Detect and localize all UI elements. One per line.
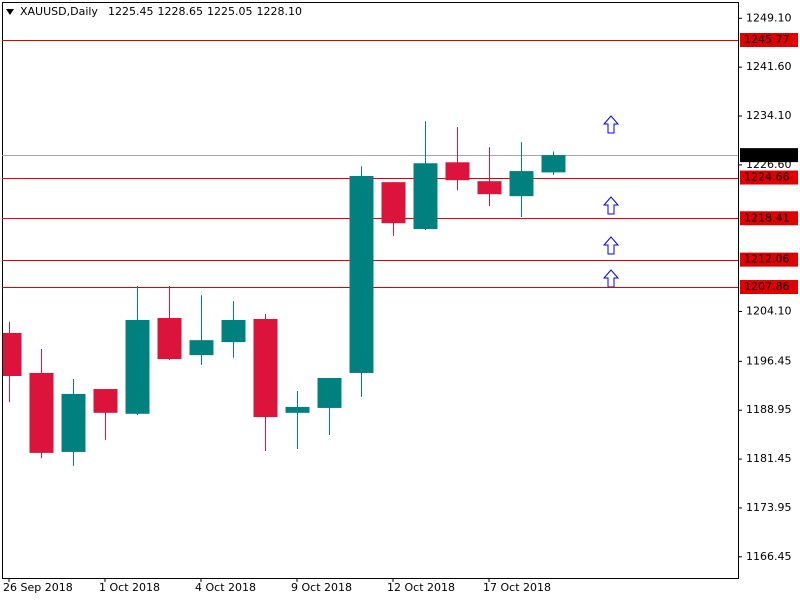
x-tick-label: 9 Oct 2018 <box>291 581 352 594</box>
level-label-box <box>740 170 798 185</box>
level-label-box <box>740 211 798 226</box>
level-label: 1207.86 <box>744 280 790 293</box>
header-value: 1228.65 <box>157 5 203 18</box>
level-label: 1245.77 <box>744 33 790 46</box>
up-arrow <box>602 236 620 255</box>
candle-body <box>477 181 502 195</box>
menu-triangle <box>6 9 14 15</box>
candle-body <box>29 372 54 453</box>
current-price-label: 1228.10 <box>744 148 790 161</box>
candle-body <box>445 162 470 181</box>
candle-body <box>93 389 118 413</box>
y-tick-label: 1234.10 <box>746 109 792 122</box>
candle-body <box>509 171 534 197</box>
header-value: 1228.10 <box>256 5 302 18</box>
level-label: 1224.66 <box>744 171 790 184</box>
y-tick-label: 1196.45 <box>746 354 792 367</box>
candle-body <box>189 340 214 356</box>
candle-body <box>61 393 86 452</box>
x-tick-label: 1 Oct 2018 <box>99 581 160 594</box>
candle-body <box>125 319 150 414</box>
level-label: 1218.41 <box>744 211 790 224</box>
y-tick-label: 1188.95 <box>746 403 792 416</box>
y-tick-label: 1181.45 <box>746 452 792 465</box>
y-tick-label: 1204.10 <box>746 305 792 318</box>
x-tick-label: 12 Oct 2018 <box>387 581 455 594</box>
candles <box>3 121 566 466</box>
x-tick-label: 26 Sep 2018 <box>3 581 73 594</box>
level-label-box <box>740 252 798 267</box>
level-label-box <box>740 32 798 47</box>
y-tick-label: 1249.10 <box>746 11 792 24</box>
candle-body <box>157 318 182 360</box>
candle-body <box>221 319 246 343</box>
symbol: XAUUSD,Daily <box>20 5 98 18</box>
candle-body <box>253 318 278 418</box>
x-tick-label: 4 Oct 2018 <box>195 581 256 594</box>
x-tick-label: 17 Oct 2018 <box>483 581 551 594</box>
current-price-box <box>740 148 798 163</box>
level-label-box <box>740 280 798 295</box>
candle-body <box>349 175 374 373</box>
plot-frame <box>2 2 739 579</box>
chart-header: XAUUSD,Daily 1225.45 1228.65 1225.05 1228.10 <box>20 5 302 18</box>
header-value: 1225.05 <box>207 5 253 18</box>
candle-body <box>541 155 566 173</box>
candle-body <box>3 333 22 377</box>
level-label: 1212.06 <box>744 253 790 266</box>
up-arrow <box>602 115 620 134</box>
y-tick-label: 1173.95 <box>746 501 792 514</box>
up-arrow <box>602 196 620 215</box>
candle-body <box>413 163 438 230</box>
y-tick-label: 1241.60 <box>746 60 792 73</box>
header-value: 1225.45 <box>108 5 154 18</box>
candle-body <box>381 182 406 224</box>
y-tick-label: 1166.45 <box>746 550 792 563</box>
candle-body <box>317 377 342 408</box>
candle-body <box>285 406 310 413</box>
